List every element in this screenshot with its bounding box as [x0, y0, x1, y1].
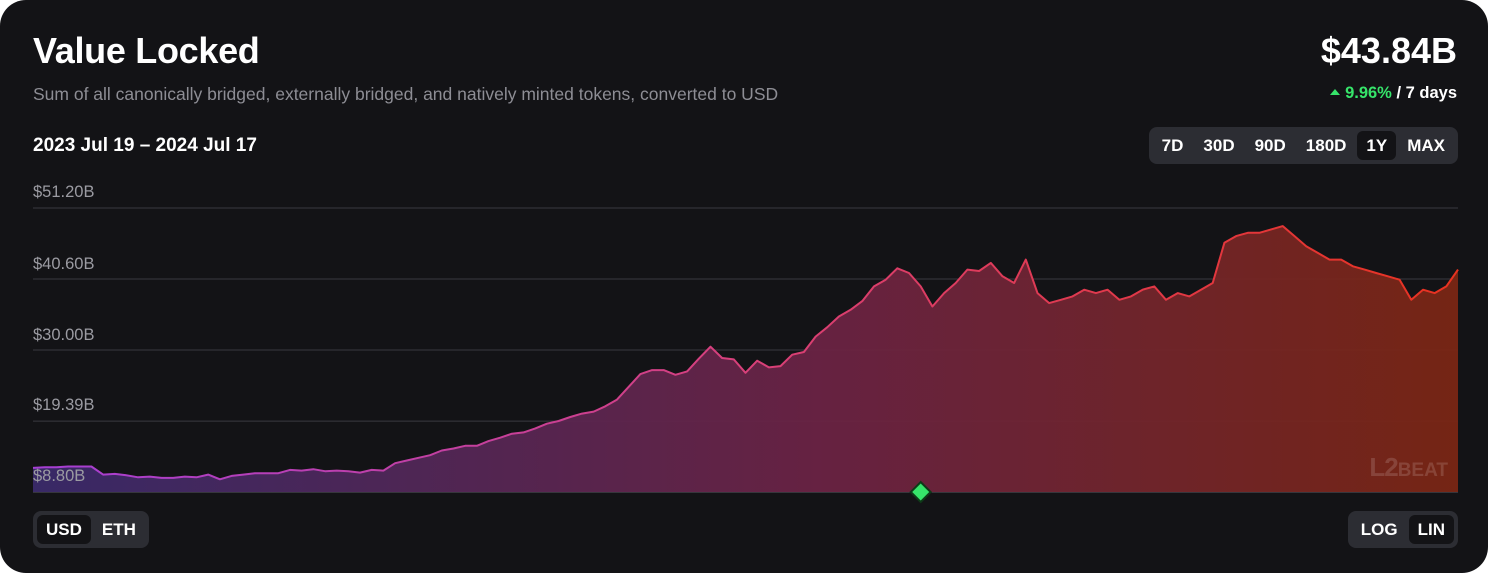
- change-indicator: 9.96% / 7 days: [1330, 84, 1457, 103]
- series-line: [32, 225, 1459, 481]
- scale-button-log[interactable]: LOG: [1360, 520, 1398, 539]
- range-button-180d[interactable]: 180D: [1305, 136, 1347, 155]
- unit-button-eth[interactable]: ETH: [101, 520, 136, 539]
- range-button-90d[interactable]: 90D: [1254, 136, 1286, 155]
- scale-button-lin[interactable]: LIN: [1408, 515, 1454, 544]
- time-range-selector: 7D 30D 90D 180D 1Y MAX: [1148, 127, 1458, 164]
- l2beat-watermark-logo: L2BEAT: [1369, 452, 1448, 482]
- range-button-7d[interactable]: 7D: [1161, 136, 1184, 155]
- change-percent: 9.96%: [1345, 84, 1392, 102]
- range-button-max[interactable]: MAX: [1407, 136, 1445, 155]
- unit-button-usd[interactable]: USD: [37, 515, 91, 544]
- event-marker[interactable]: [909, 480, 933, 504]
- y-tick-label: $51.20B: [33, 183, 95, 201]
- range-button-30d[interactable]: 30D: [1203, 136, 1235, 155]
- chart-subtitle: Sum of all canonically bridged, external…: [33, 84, 779, 104]
- y-tick-label: $30.00B: [33, 326, 95, 344]
- total-value: $43.84B: [1320, 30, 1457, 71]
- unit-selector: USD ETH: [33, 511, 149, 548]
- date-range: 2023 Jul 19 – 2024 Jul 17: [33, 135, 257, 156]
- change-period: / 7 days: [1396, 84, 1457, 102]
- y-tick-label: $40.60B: [33, 255, 95, 273]
- range-button-1y[interactable]: 1Y: [1357, 131, 1397, 160]
- arrow-up-icon: [1330, 89, 1341, 95]
- chart-title: Value Locked: [33, 30, 260, 71]
- scale-selector: LOG LIN: [1347, 511, 1458, 548]
- y-tick-label: $19.39B: [33, 396, 95, 414]
- y-tick-label: $8.80B: [33, 467, 86, 485]
- series-area: [33, 226, 1458, 492]
